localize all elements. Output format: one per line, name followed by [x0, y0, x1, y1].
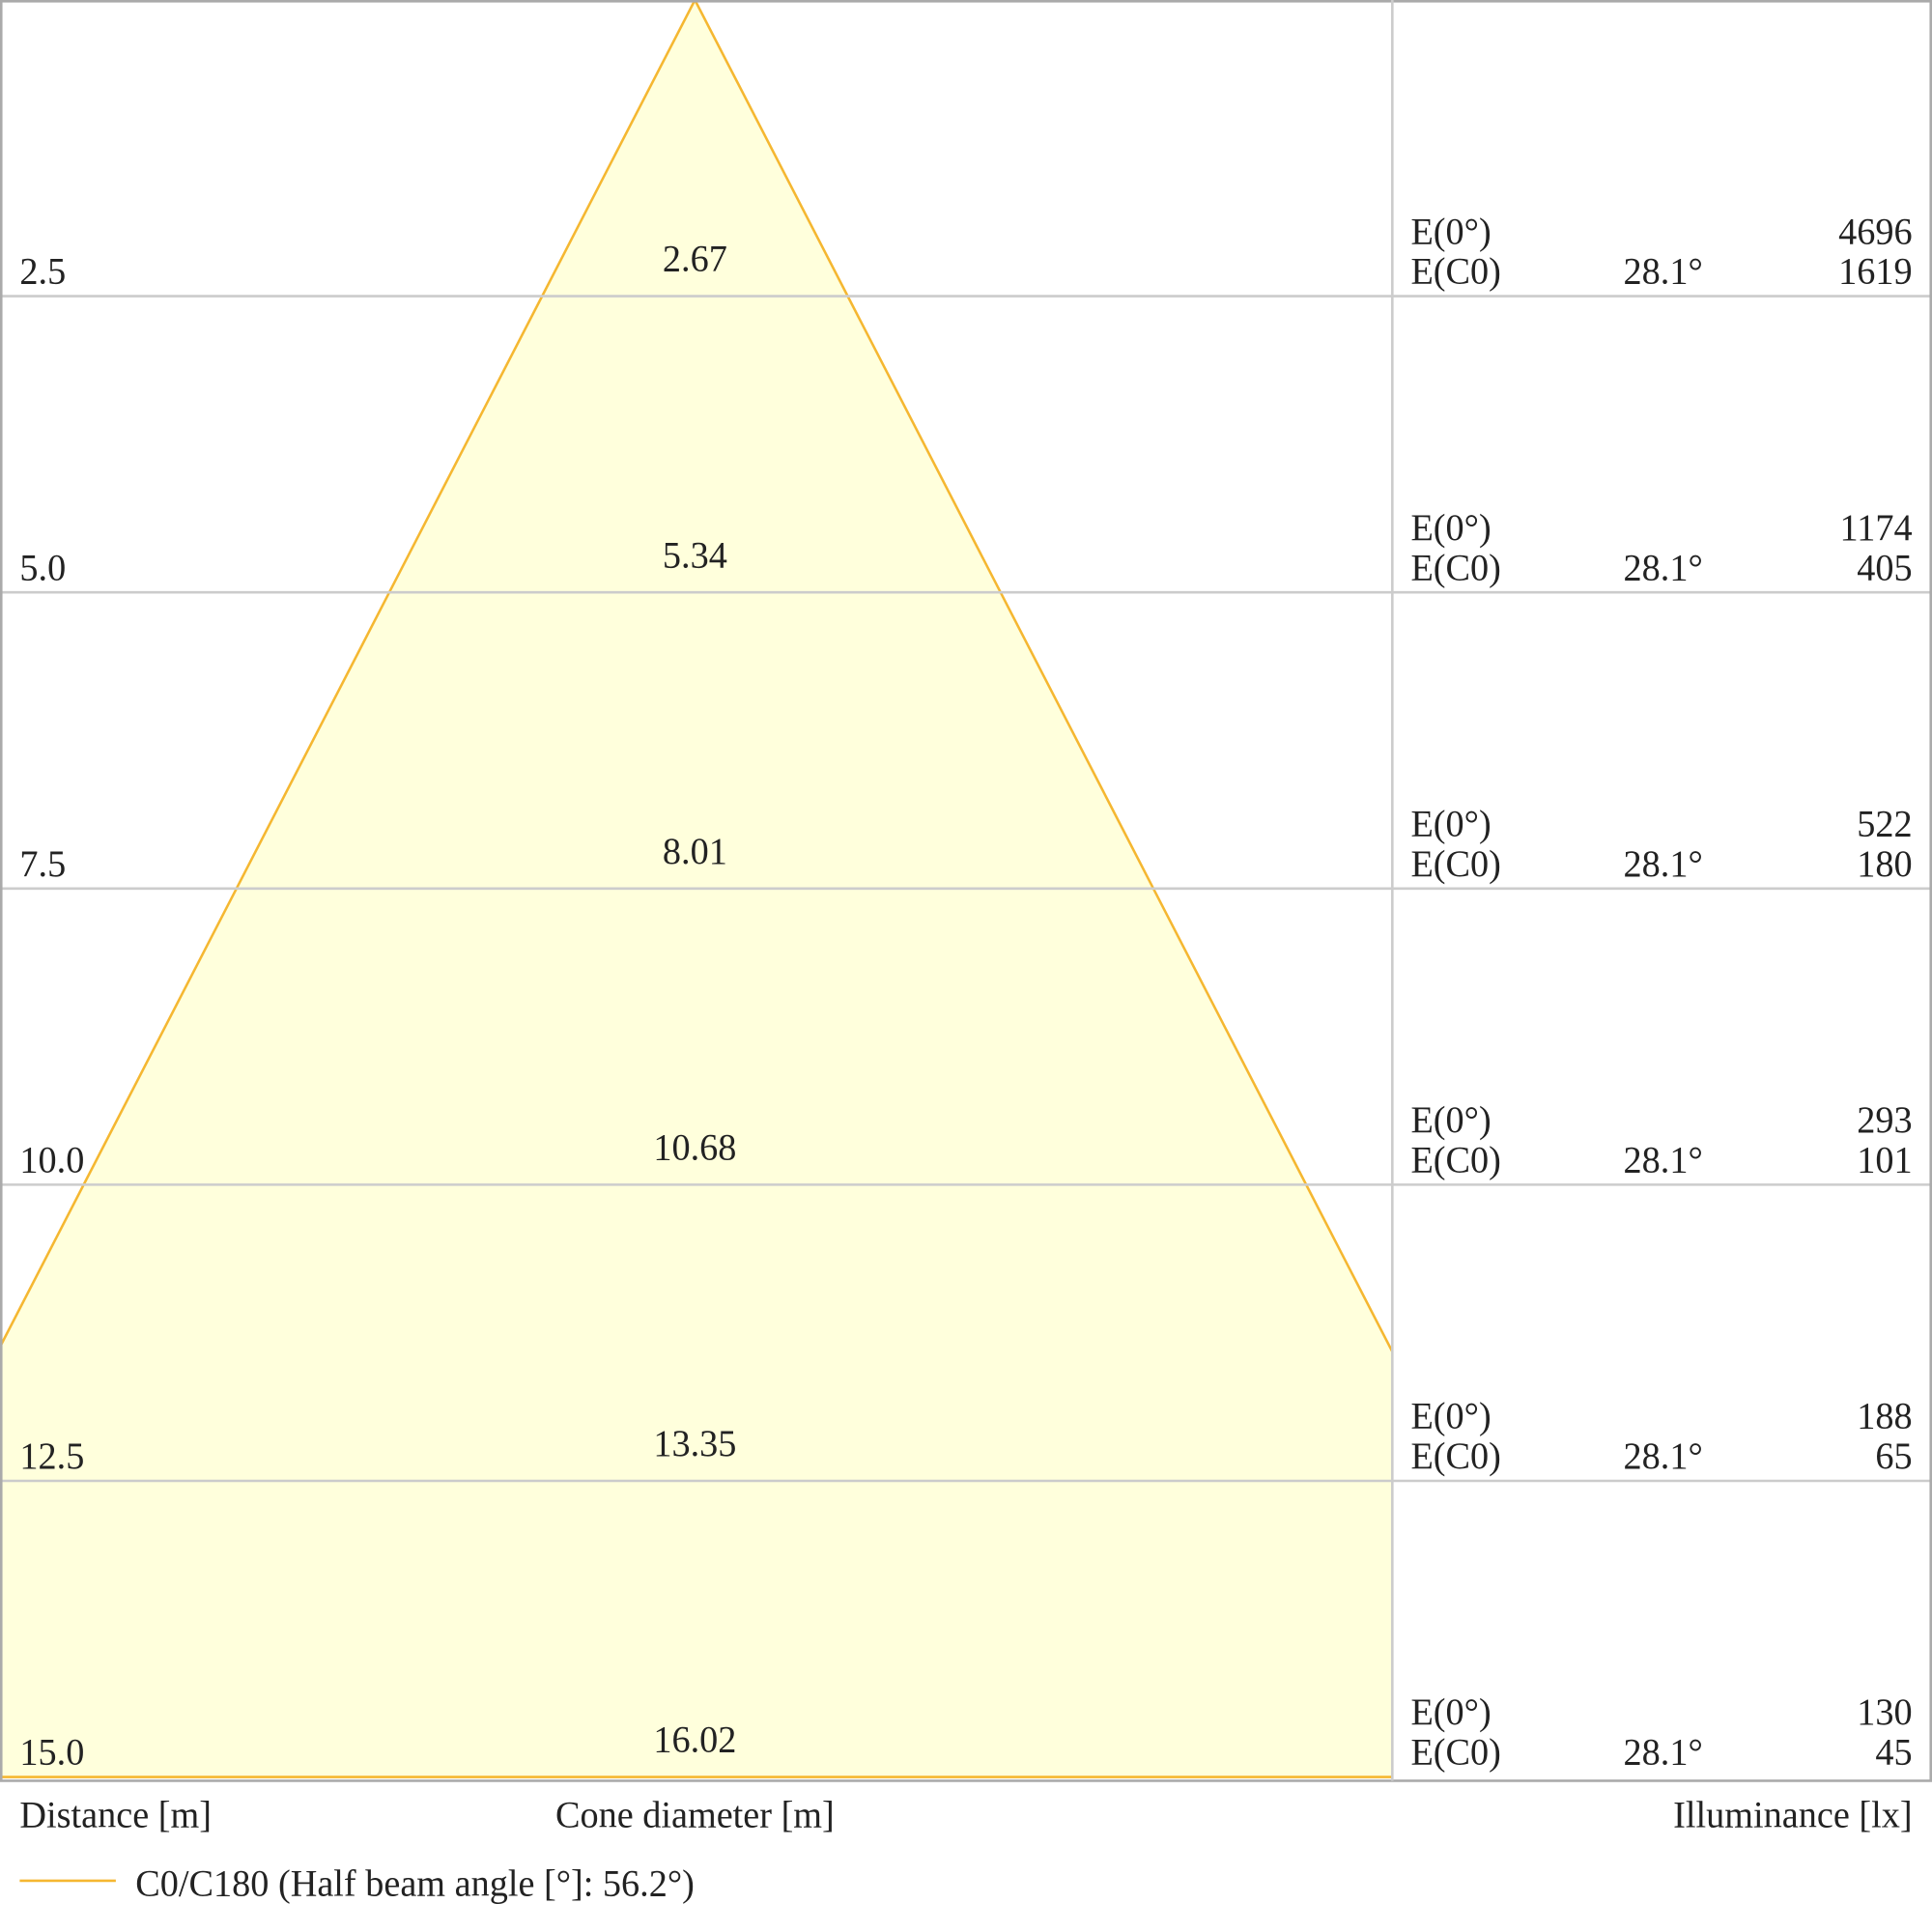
distance-label: 10.0 — [19, 1140, 84, 1180]
diameter-label: 8.01 — [663, 832, 727, 872]
ec0-value: 101 — [1857, 1140, 1912, 1180]
ec0-label: E(C0) — [1410, 1732, 1500, 1773]
angle-label: 28.1° — [1624, 1732, 1703, 1773]
diameter-label: 5.34 — [663, 535, 727, 576]
ec0-value: 180 — [1857, 844, 1912, 885]
ec0-value: 65 — [1875, 1436, 1912, 1477]
legend-label: C0/C180 (Half beam angle [°]: 56.2°) — [135, 1863, 695, 1904]
ec0-label: E(C0) — [1410, 1140, 1500, 1180]
e0-value: 293 — [1857, 1100, 1912, 1141]
ec0-label: E(C0) — [1410, 1436, 1500, 1477]
e0-value: 1174 — [1840, 508, 1913, 549]
angle-label: 28.1° — [1624, 548, 1703, 588]
e0-value: 188 — [1857, 1396, 1912, 1436]
grid — [0, 295, 1932, 1483]
footer-diameter: Cone diameter [m] — [555, 1795, 835, 1835]
distance-label: 12.5 — [19, 1436, 84, 1477]
e0-value: 130 — [1857, 1692, 1912, 1733]
distance-label: 2.5 — [19, 251, 66, 292]
angle-label: 28.1° — [1624, 1436, 1703, 1477]
e0-label: E(0°) — [1410, 1692, 1491, 1733]
diameter-label: 10.68 — [653, 1127, 736, 1168]
e0-value: 522 — [1857, 804, 1912, 844]
distance-label: 7.5 — [19, 844, 66, 885]
distance-label: 5.0 — [19, 548, 66, 588]
distance-label: 15.0 — [19, 1732, 84, 1773]
diameter-label: 13.35 — [653, 1424, 736, 1464]
e0-label: E(0°) — [1410, 508, 1491, 549]
angle-label: 28.1° — [1624, 1140, 1703, 1180]
ec0-value: 1619 — [1838, 251, 1912, 292]
e0-label: E(0°) — [1410, 1396, 1491, 1436]
footer-illuminance: Illuminance [lx] — [1673, 1795, 1912, 1835]
e0-label: E(0°) — [1410, 804, 1491, 844]
ec0-label: E(C0) — [1410, 844, 1500, 885]
angle-label: 28.1° — [1624, 844, 1703, 885]
ec0-value: 45 — [1875, 1732, 1912, 1773]
ec0-label: E(C0) — [1410, 251, 1500, 292]
diameter-label: 2.67 — [663, 239, 727, 279]
frame — [0, 0, 1932, 1782]
ec0-label: E(C0) — [1410, 548, 1500, 588]
angle-label: 28.1° — [1624, 251, 1703, 292]
footer-distance: Distance [m] — [19, 1795, 212, 1835]
diameter-label: 16.02 — [653, 1719, 736, 1760]
ec0-value: 405 — [1857, 548, 1912, 588]
e0-label: E(0°) — [1410, 212, 1491, 252]
e0-label: E(0°) — [1410, 1100, 1491, 1141]
e0-value: 4696 — [1838, 212, 1912, 252]
